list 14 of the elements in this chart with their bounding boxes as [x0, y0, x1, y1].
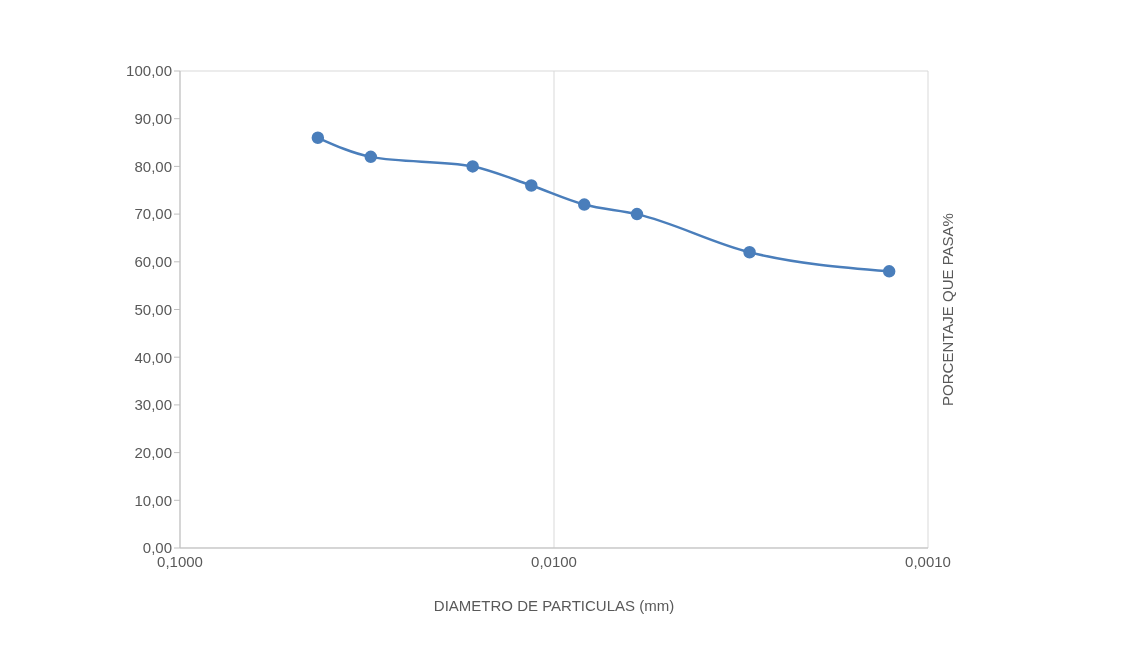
y-tick-label: 80,00: [134, 157, 172, 175]
y-tick-label: 50,00: [134, 300, 172, 318]
y-tick-label: 60,00: [134, 253, 172, 271]
x-axis-title: DIAMETRO DE PARTICULAS (mm): [433, 597, 675, 614]
x-tick-label: 0,0100: [531, 552, 577, 570]
y-tick-label: 10,00: [134, 491, 172, 509]
y-tick-label: 20,00: [134, 443, 172, 461]
y-axis-title: PORCENTAJE QUE PASA%: [939, 213, 957, 406]
y-tick-label: 90,00: [134, 110, 172, 128]
y-tick-label: 30,00: [134, 396, 172, 414]
y-tick-label: 40,00: [134, 348, 172, 366]
y-tick-label: 100,00: [126, 62, 172, 80]
y-tick-label: 70,00: [134, 205, 172, 223]
x-tick-label: 0,0010: [905, 552, 951, 570]
